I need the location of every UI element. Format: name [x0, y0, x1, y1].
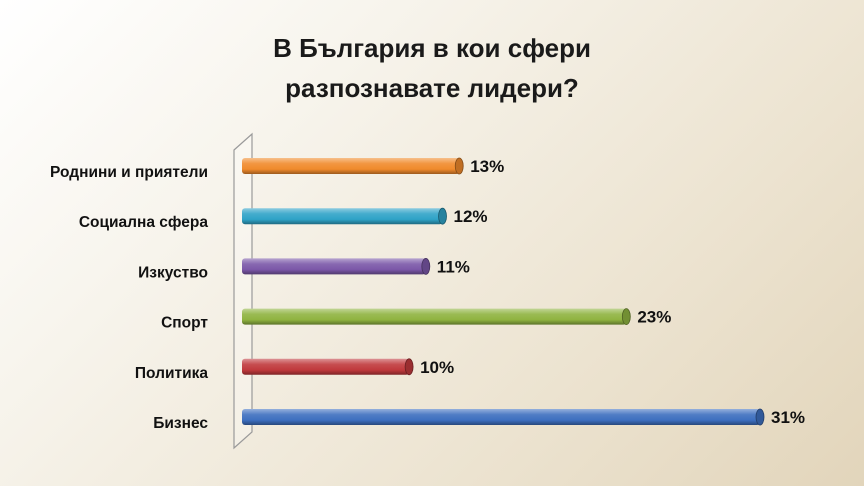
- bar-group: [242, 308, 631, 326]
- bar-group: [242, 408, 765, 426]
- category-label: Изкуство: [138, 264, 208, 281]
- bar-group: [242, 157, 464, 175]
- value-label: 10%: [420, 358, 454, 377]
- bar-end-cap: [454, 157, 464, 175]
- bar-group: [242, 207, 447, 225]
- value-label: 11%: [437, 257, 470, 276]
- value-label: 12%: [454, 207, 488, 226]
- value-label: 31%: [771, 408, 805, 427]
- bar: [242, 158, 460, 174]
- bar: [242, 258, 426, 275]
- category-label: Бизнес: [153, 415, 208, 432]
- bar-group: [242, 358, 414, 376]
- axis-wall: [233, 132, 253, 450]
- bar: [242, 358, 410, 375]
- bar: [242, 409, 760, 425]
- bar-end-cap: [438, 207, 447, 225]
- category-label: Политика: [135, 365, 208, 382]
- bar-end-cap: [755, 408, 765, 426]
- category-label: Спорт: [161, 315, 208, 332]
- value-label: 23%: [637, 308, 671, 327]
- bar: [242, 208, 443, 225]
- chart-title-line-1: В България в кои сфери: [273, 33, 591, 63]
- bar-end-cap: [404, 358, 414, 376]
- bar-group: [242, 257, 431, 275]
- chart-title: В България в кои сфери разпознавате лиде…: [0, 28, 864, 108]
- category-label: Роднини и приятели: [50, 164, 208, 181]
- bar-end-cap: [421, 257, 431, 275]
- chart-title-line-2: разпознавате лидери?: [285, 73, 579, 103]
- bar: [242, 308, 627, 325]
- value-label: 13%: [470, 157, 504, 176]
- category-label: Социална сфера: [79, 214, 209, 231]
- bar-end-cap: [621, 308, 631, 326]
